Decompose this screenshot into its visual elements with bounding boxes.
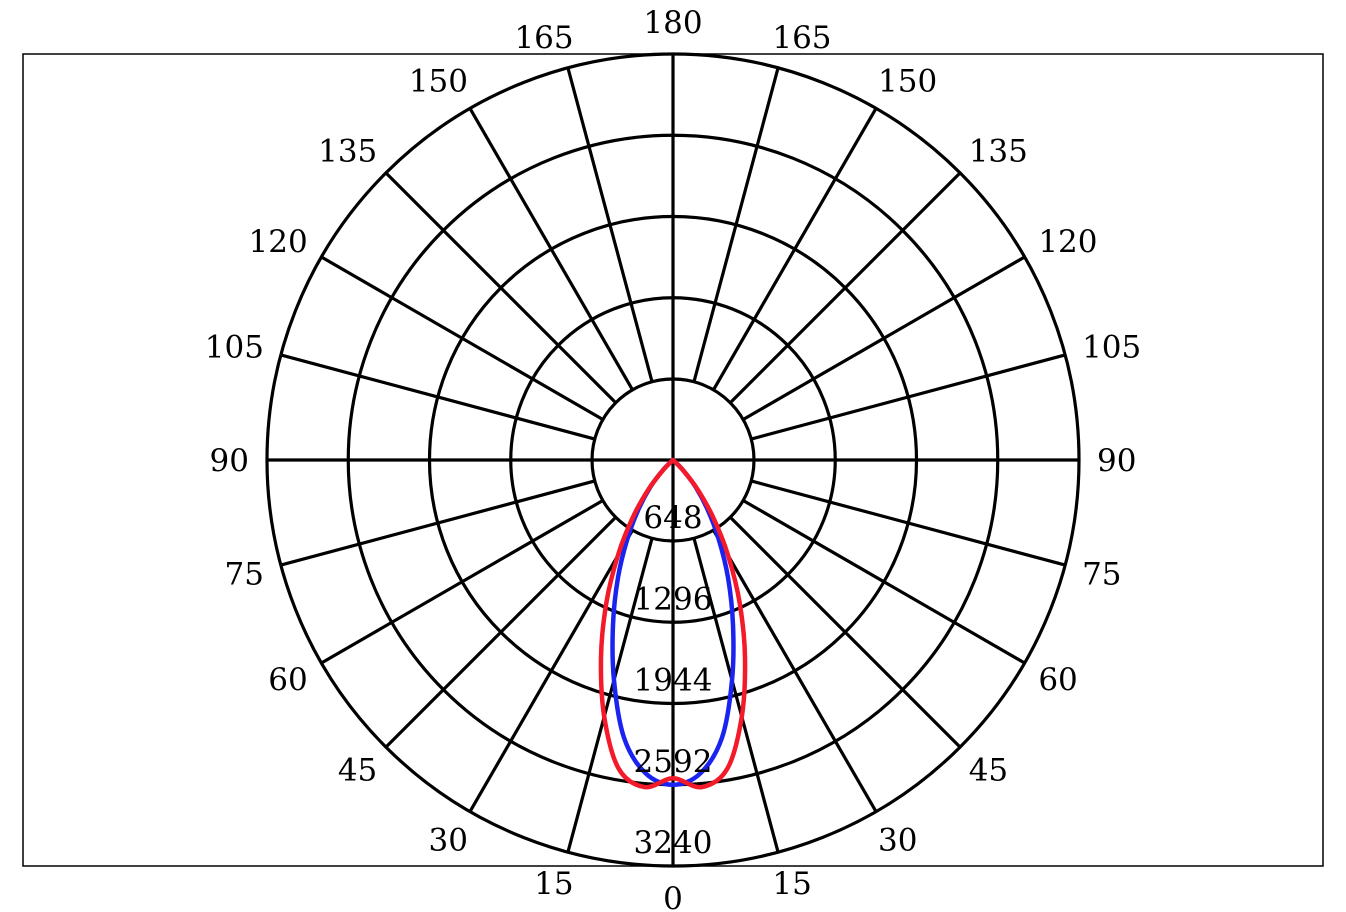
angle-tick-label: 60 xyxy=(1038,662,1077,698)
angle-tick-label: 165 xyxy=(514,20,573,56)
angle-tick-label: 0 xyxy=(663,881,683,912)
angle-tick-label: 135 xyxy=(969,133,1028,169)
angle-tick-label: 90 xyxy=(1097,443,1136,479)
angle-tick-label: 180 xyxy=(643,5,702,41)
grid-spokes xyxy=(267,54,1079,866)
grid-spoke-45 xyxy=(729,516,962,749)
angle-tick-label: 75 xyxy=(224,556,263,592)
angle-tick-label: 60 xyxy=(268,662,307,698)
angle-tick-label: 90 xyxy=(210,443,249,479)
grid-spoke-165 xyxy=(692,67,780,383)
radial-tick-label: 1944 xyxy=(634,663,713,699)
radial-tick-label: 648 xyxy=(643,500,702,536)
grid-spoke-345 xyxy=(566,537,654,853)
grid-spoke-240 xyxy=(320,255,604,421)
grid-spoke-195 xyxy=(566,67,654,383)
angle-tick-label: 120 xyxy=(249,224,308,260)
grid-spoke-315 xyxy=(384,516,617,749)
radial-tick-label: 1296 xyxy=(634,581,713,617)
angle-tick-label: 15 xyxy=(772,866,811,902)
grid-spoke-60 xyxy=(742,499,1026,665)
angle-tick-label: 165 xyxy=(772,20,831,56)
grid-spoke-150 xyxy=(712,107,878,391)
grid-spoke-210 xyxy=(468,107,634,391)
angle-tick-label: 75 xyxy=(1082,556,1121,592)
angle-tick-label: 45 xyxy=(338,753,377,789)
grid-spoke-255 xyxy=(280,353,596,441)
series-2-curve xyxy=(598,457,748,790)
angle-tick-label: 135 xyxy=(318,133,377,169)
angle-tick-label: 105 xyxy=(1082,330,1141,366)
grid-spoke-330 xyxy=(468,529,634,813)
angle-tick-label: 45 xyxy=(969,753,1008,789)
grid-spoke-225 xyxy=(384,171,617,404)
grid-spoke-120 xyxy=(742,255,1026,421)
grid-spoke-105 xyxy=(750,353,1066,441)
angle-tick-label: 30 xyxy=(878,822,917,858)
grid-spoke-30 xyxy=(712,529,878,813)
angle-tick-label: 150 xyxy=(878,64,937,100)
radial-tick-labels: 648 1296 1944 2592 3240 xyxy=(634,500,713,861)
grid-spoke-15 xyxy=(692,537,780,853)
angle-tick-label: 120 xyxy=(1038,224,1097,260)
grid-spoke-285 xyxy=(280,479,596,567)
angle-tick-labels: 0 15 30 45 60 75 90 105 120 135 150 165 180 15 30 45 60 7… xyxy=(205,5,1141,912)
radial-tick-label: 3240 xyxy=(634,825,713,861)
radial-tick-label: 2592 xyxy=(634,744,713,780)
angle-tick-label: 15 xyxy=(534,866,573,902)
angle-tick-label: 30 xyxy=(429,822,468,858)
grid-spoke-300 xyxy=(320,499,604,665)
angle-tick-label: 150 xyxy=(409,64,468,100)
grid-spoke-135 xyxy=(729,171,962,404)
grid-spoke-75 xyxy=(750,479,1066,567)
angle-tick-label: 105 xyxy=(205,330,264,366)
series-layer xyxy=(598,457,748,790)
